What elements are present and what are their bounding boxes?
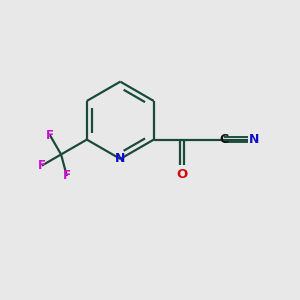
Text: F: F [63,169,71,182]
Text: N: N [248,133,259,146]
Text: N: N [115,152,125,165]
Text: C: C [220,133,229,146]
Text: O: O [176,168,188,182]
Text: F: F [38,159,46,172]
Text: F: F [46,129,54,142]
